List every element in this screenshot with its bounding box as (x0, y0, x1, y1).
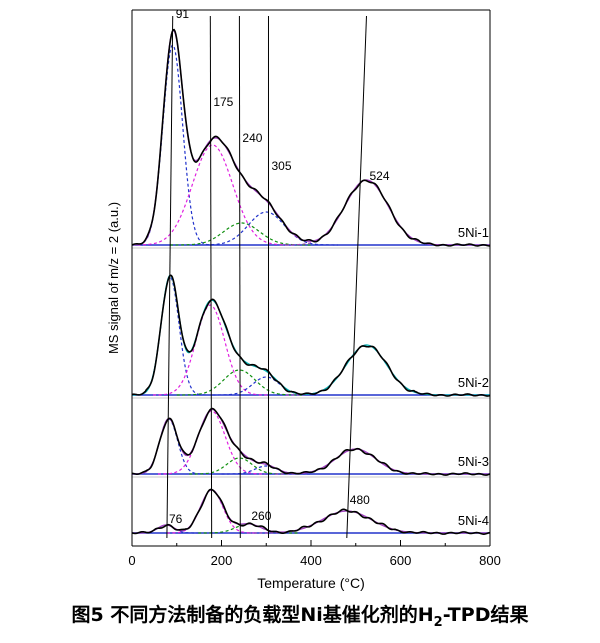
measured-curve (131, 407, 491, 476)
peak-label-240: 240 (242, 131, 262, 145)
x-axis-label: Temperature (°C) (257, 575, 365, 591)
fitted-peak-175 (153, 304, 268, 396)
fitted-peak-240 (189, 457, 290, 475)
peak-label-76: 76 (169, 512, 183, 526)
fitted-peak-300 (194, 211, 338, 246)
reference-line (238, 15, 241, 539)
panel-label: 5Ni-1 (458, 225, 489, 240)
fitted-peak-245 (170, 222, 314, 246)
reference-line (209, 15, 213, 539)
y-axis-label: MS signal of m/z = 2 (a.u.) (106, 202, 121, 354)
panel-label: 5Ni-4 (458, 513, 489, 528)
x-tick-label: 800 (479, 553, 501, 568)
fitted-peak-180 (131, 144, 294, 246)
panel-label: 5Ni-3 (458, 454, 489, 469)
figure-caption: 图5 不同方法制备的负载型Ni基催化剂的H2-TPD结果 (0, 600, 600, 630)
reference-lines (166, 15, 367, 539)
peak-label-480: 480 (350, 493, 370, 507)
panel-label: 5Ni-2 (458, 375, 489, 390)
peak-label-524: 524 (369, 169, 389, 183)
x-axis-ticks: 0 200 400 600 800 (128, 540, 501, 568)
measured-curve (131, 488, 491, 535)
peak-label-175: 175 (213, 95, 233, 109)
x-tick-label: 400 (300, 553, 322, 568)
x-tick-label: 600 (390, 553, 412, 568)
caption-subscript: 2 (433, 614, 443, 630)
measured-curve (131, 274, 491, 397)
x-tick-label: 200 (211, 553, 233, 568)
caption-prefix: 图5 不同方法制备的负载型Ni基催化剂的H (71, 604, 434, 626)
caption-suffix: -TPD结果 (442, 604, 529, 626)
reference-line (166, 15, 174, 539)
fitted-peak-178 (157, 410, 266, 475)
fitted-peak-91 (133, 44, 213, 246)
axes (131, 9, 491, 547)
measured-curves: 5Ni-1 5Ni-2 5Ni-3 5Ni-4 (131, 28, 491, 535)
peak-label-91: 91 (176, 7, 190, 21)
measured-curve (131, 28, 491, 247)
peak-label-260: 260 (251, 509, 271, 523)
x-tick-label: 0 (128, 553, 135, 568)
reference-line (346, 15, 367, 539)
peak-label-305: 305 (271, 159, 291, 173)
